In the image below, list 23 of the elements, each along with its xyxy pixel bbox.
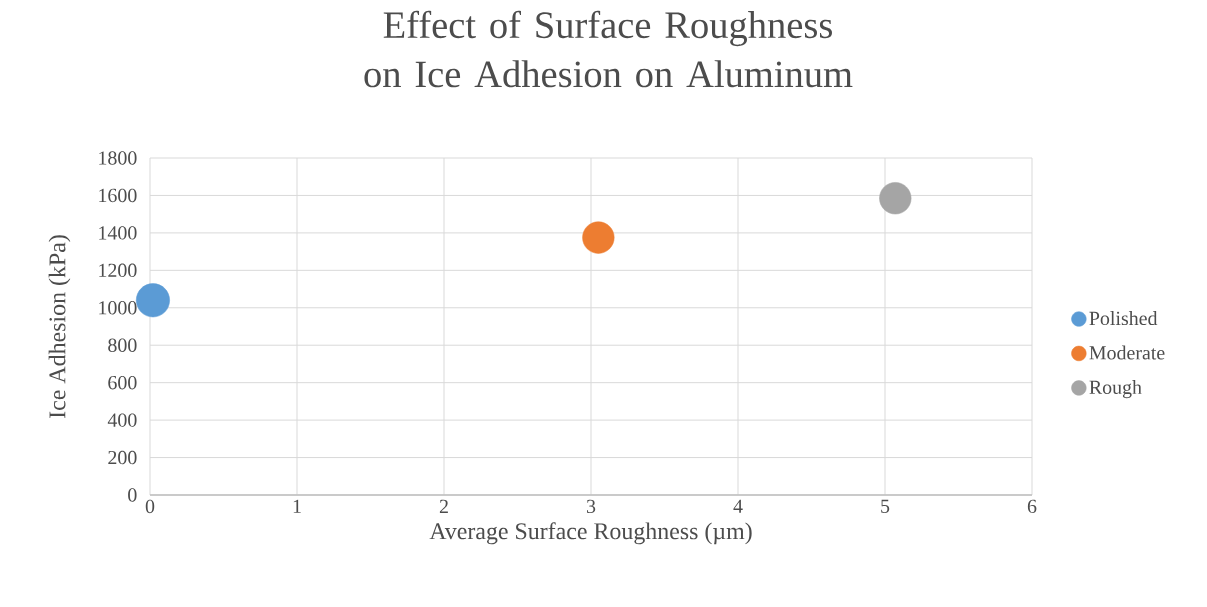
y-tick-label: 400 xyxy=(107,413,137,427)
x-tick-label: 4 xyxy=(733,499,743,513)
y-tick-label: 1800 xyxy=(99,151,137,165)
legend-label: Rough xyxy=(1089,380,1142,399)
legend-label: Polished xyxy=(1089,311,1158,326)
y-tick-label: 1200 xyxy=(99,263,137,278)
x-axis-title: Average Surface Roughness (µm) xyxy=(429,522,752,545)
y-tick-label: 200 xyxy=(108,450,137,465)
y-tick-label: 800 xyxy=(108,338,137,352)
y-tick-label: 1000 xyxy=(99,301,137,315)
y-tick-label: 0 xyxy=(128,488,137,502)
x-tick-label: 2 xyxy=(439,499,448,513)
x-tick-label: 1 xyxy=(293,499,301,513)
x-tick-label: 0 xyxy=(145,499,155,514)
legend-label: Moderate xyxy=(1089,345,1165,360)
y-tick-label: 1400 xyxy=(99,226,137,240)
x-tick-label: 3 xyxy=(586,499,596,514)
chart-title: Effect of Surface Roughness on Ice Adhesion on Aluminum xyxy=(364,10,853,88)
y-tick-label: 600 xyxy=(108,375,137,390)
x-tick-label: 6 xyxy=(1027,499,1037,514)
x-tick-label: 5 xyxy=(881,499,890,513)
y-tick-label: 1600 xyxy=(99,188,137,203)
y-axis-title: Ice Adhesion (kPa) xyxy=(48,235,71,418)
